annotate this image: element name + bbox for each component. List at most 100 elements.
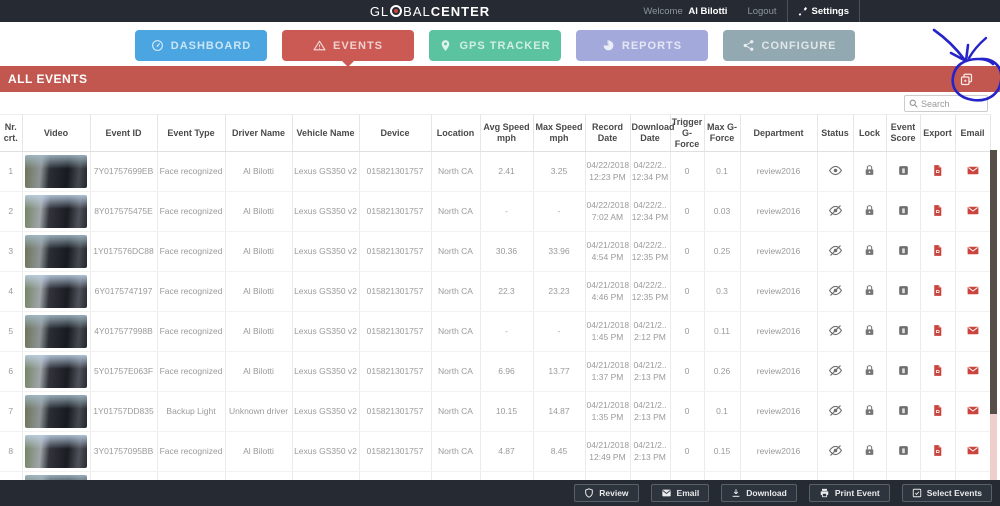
eye-slash-icon[interactable] xyxy=(828,323,843,338)
select-events-button[interactable]: Select Events xyxy=(901,484,992,502)
column-header[interactable]: Lock xyxy=(853,114,887,153)
export-events-button[interactable] xyxy=(954,69,978,89)
video-thumbnail[interactable] xyxy=(25,315,87,349)
status-cell xyxy=(817,471,854,480)
email-button[interactable]: Email xyxy=(650,484,710,502)
event-score-icon[interactable] xyxy=(897,404,910,417)
column-header[interactable]: Status xyxy=(817,114,854,153)
settings-button[interactable]: Settings xyxy=(786,0,860,22)
event-score-icon[interactable] xyxy=(897,284,910,297)
department-cell: review2016 xyxy=(740,311,818,353)
status-cell xyxy=(817,311,854,353)
eye-slash-icon[interactable] xyxy=(828,443,843,458)
eye-open-icon[interactable] xyxy=(828,163,843,178)
export-pdf-icon[interactable] xyxy=(931,204,944,217)
lock-icon[interactable] xyxy=(863,404,876,417)
video-thumbnail[interactable] xyxy=(25,195,87,229)
tab-dashboard[interactable]: DASHBOARD xyxy=(135,30,267,61)
email-icon[interactable] xyxy=(966,204,980,217)
tab-gps-tracker[interactable]: GPS TRACKER xyxy=(429,30,561,61)
column-header[interactable]: Event Type xyxy=(157,114,226,153)
column-header[interactable]: Download Date xyxy=(630,114,675,153)
video-thumbnail[interactable] xyxy=(25,275,87,309)
scrollbar-thumb[interactable] xyxy=(990,150,997,414)
event-score-icon[interactable] xyxy=(897,364,910,377)
review-button[interactable]: Review xyxy=(574,484,639,502)
video-thumbnail[interactable] xyxy=(25,395,87,429)
event-id-cell: 6Y0175747197 xyxy=(90,271,158,313)
column-header[interactable]: Trigger G-Force xyxy=(670,114,705,153)
column-header[interactable]: Max G-Force xyxy=(704,114,741,153)
column-header[interactable]: Driver Name xyxy=(225,114,293,153)
column-header[interactable]: Vehicle Name xyxy=(292,114,360,153)
email-icon[interactable] xyxy=(966,324,980,337)
logout-link[interactable]: Logout xyxy=(747,5,777,17)
lock-icon[interactable] xyxy=(863,364,876,377)
email-icon[interactable] xyxy=(966,244,980,257)
event-score-icon[interactable] xyxy=(897,444,910,457)
device-cell: 015821301757 xyxy=(359,191,432,233)
export-pdf-icon[interactable] xyxy=(931,364,944,377)
eye-slash-icon[interactable] xyxy=(828,403,843,418)
video-thumbnail[interactable] xyxy=(25,435,87,469)
event-score-icon[interactable] xyxy=(897,324,910,337)
eye-slash-icon[interactable] xyxy=(828,203,843,218)
eye-slash-icon[interactable] xyxy=(828,243,843,258)
tab-events[interactable]: EVENTS xyxy=(282,30,414,67)
lock-icon[interactable] xyxy=(863,164,876,177)
email-icon[interactable] xyxy=(966,284,980,297)
email-icon[interactable] xyxy=(966,364,980,377)
eye-slash-icon[interactable] xyxy=(828,363,843,378)
email-icon[interactable] xyxy=(966,404,980,417)
max-speed-cell: 14.87 xyxy=(533,391,586,433)
column-header[interactable]: Department xyxy=(740,114,818,153)
tab-configure[interactable]: CONFIGURE xyxy=(723,30,855,61)
location-cell: North CA xyxy=(431,311,481,353)
video-thumbnail[interactable] xyxy=(25,355,87,389)
video-thumbnail[interactable] xyxy=(25,235,87,269)
search-icon xyxy=(909,99,918,108)
column-header[interactable]: Max Speed mph xyxy=(533,114,586,153)
column-header[interactable]: Export xyxy=(920,114,956,153)
lock-icon[interactable] xyxy=(863,284,876,297)
column-header[interactable]: Nr. crt. xyxy=(0,114,23,153)
lock-icon[interactable] xyxy=(863,244,876,257)
column-header[interactable]: Device xyxy=(359,114,432,153)
print-event-button[interactable]: Print Event xyxy=(808,484,890,502)
trigger-gforce-cell: 0 xyxy=(670,391,705,433)
event-score-icon[interactable] xyxy=(897,204,910,217)
column-header[interactable]: Video xyxy=(22,114,91,153)
eye-slash-icon[interactable] xyxy=(828,283,843,298)
export-pdf-icon[interactable] xyxy=(931,444,944,457)
logo-text: GL xyxy=(369,3,390,19)
lock-icon[interactable] xyxy=(863,324,876,337)
download-date-cell: 04/22/2.. 12:34 PM xyxy=(630,151,671,193)
location-cell: North CA xyxy=(431,231,481,273)
export-pdf-icon[interactable] xyxy=(931,324,944,337)
video-thumbnail[interactable] xyxy=(25,155,87,189)
download-button[interactable]: Download xyxy=(721,484,797,502)
column-header[interactable]: Location xyxy=(431,114,481,153)
email-icon[interactable] xyxy=(966,164,980,177)
export-pdf-icon[interactable] xyxy=(931,404,944,417)
table-scrollbar[interactable] xyxy=(990,150,997,480)
export-cell xyxy=(920,191,956,233)
lock-icon[interactable] xyxy=(863,444,876,457)
table-row: 3 1Y017576DC88 Face recognized Al Bilott… xyxy=(0,231,991,273)
event-score-icon[interactable] xyxy=(897,164,910,177)
export-pdf-icon[interactable] xyxy=(931,284,944,297)
events-table: Nr. crt. Video Event ID Event Type Driver Na… xyxy=(0,114,991,480)
column-header[interactable]: Avg Speed mph xyxy=(480,114,534,153)
video-thumbnail[interactable] xyxy=(25,475,87,480)
column-header[interactable]: Event Score xyxy=(886,114,921,153)
search-input[interactable] xyxy=(921,98,981,109)
column-header[interactable]: Event ID xyxy=(90,114,158,153)
tab-reports[interactable]: REPORTS xyxy=(576,30,708,61)
export-pdf-icon[interactable] xyxy=(931,164,944,177)
email-icon[interactable] xyxy=(966,444,980,457)
event-score-icon[interactable] xyxy=(897,244,910,257)
column-header[interactable]: Record Date xyxy=(585,114,631,153)
export-pdf-icon[interactable] xyxy=(931,244,944,257)
lock-icon[interactable] xyxy=(863,204,876,217)
column-header[interactable]: Email xyxy=(955,114,991,153)
